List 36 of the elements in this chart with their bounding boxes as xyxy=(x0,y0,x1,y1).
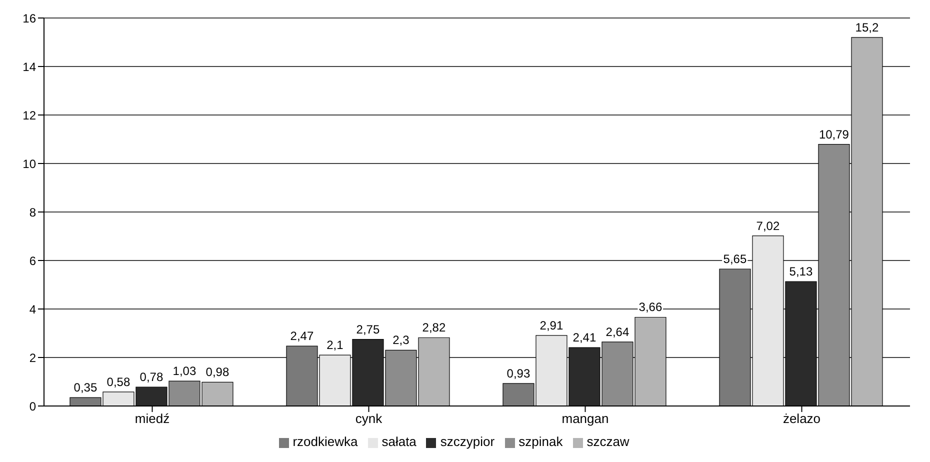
data-label: 2,1 xyxy=(326,338,344,352)
y-tick-label: 12 xyxy=(22,108,36,122)
y-tick-label: 0 xyxy=(29,399,36,414)
y-tick-label: 8 xyxy=(29,205,36,220)
legend-label: szczypior xyxy=(440,434,495,449)
data-label: 2,91 xyxy=(540,318,564,332)
y-tick-label: 16 xyxy=(22,11,36,26)
data-label: 2,41 xyxy=(572,330,596,345)
data-label: 5,13 xyxy=(789,264,813,279)
x-tick-label: miedź xyxy=(134,411,170,426)
x-tick-label: żelazo xyxy=(782,411,821,426)
data-label: 0,98 xyxy=(206,365,230,380)
data-label: 0,78 xyxy=(140,370,164,384)
data-label: 10,79 xyxy=(818,127,850,142)
legend-label: sałata xyxy=(382,434,416,449)
data-label: 1,03 xyxy=(172,364,196,378)
y-tick-label: 14 xyxy=(22,60,36,74)
y-tick-label: 2 xyxy=(29,350,36,365)
legend-label: rzodkiewka xyxy=(292,434,358,449)
y-tick-label: 4 xyxy=(29,302,36,316)
data-label: 0,58 xyxy=(106,374,130,389)
data-label: 15,2 xyxy=(855,20,879,34)
legend-label: szczaw xyxy=(586,434,630,449)
data-label: 2,64 xyxy=(606,324,630,339)
data-label: 2,75 xyxy=(356,322,380,336)
y-tick-label: 6 xyxy=(29,254,36,268)
x-tick-label: cynk xyxy=(355,411,383,426)
y-tick-label: 10 xyxy=(22,156,36,171)
data-label: 2,3 xyxy=(392,333,410,348)
legend-label: szpinak xyxy=(518,434,563,449)
data-label: 7,02 xyxy=(756,218,780,233)
data-label: 2,47 xyxy=(290,329,314,344)
data-label: 0,93 xyxy=(506,366,530,380)
data-label: 2,82 xyxy=(422,320,446,335)
x-tick-label: mangan xyxy=(562,411,609,426)
data-label: 0,35 xyxy=(74,380,98,395)
